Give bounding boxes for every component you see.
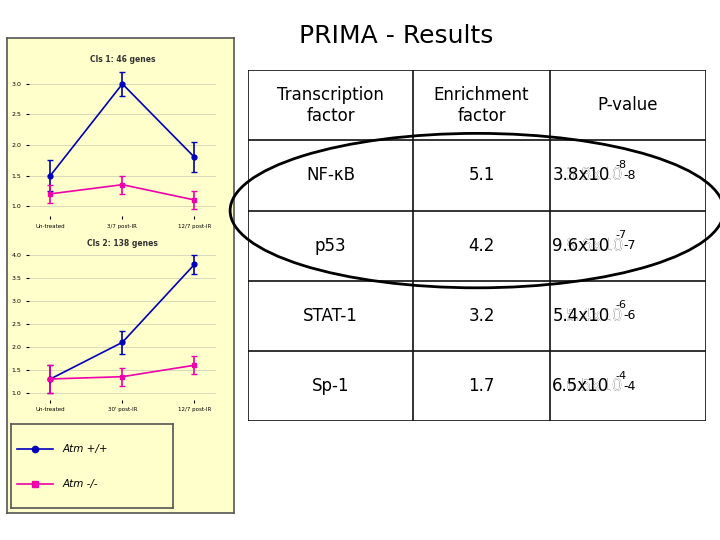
Text: NF-κB: NF-κB: [306, 166, 355, 185]
Text: Transcription
factor: Transcription factor: [277, 86, 384, 125]
Text: 5.4x10: 5.4x10: [566, 307, 624, 325]
Title: Cls 1: 46 genes: Cls 1: 46 genes: [90, 55, 155, 64]
Text: 9.6x10: 9.6x10: [552, 237, 610, 255]
Text: -4: -4: [624, 380, 636, 393]
Text: -6: -6: [615, 300, 626, 310]
Text: -8: -8: [624, 169, 636, 182]
Text: 1.7: 1.7: [469, 377, 495, 395]
Text: 4.2: 4.2: [469, 237, 495, 255]
Text: 5.1: 5.1: [469, 166, 495, 185]
Text: 3.8x10: 3.8x10: [566, 166, 624, 185]
Text: 5.4x10: 5.4x10: [566, 307, 624, 325]
Title: Cls 2: 138 genes: Cls 2: 138 genes: [87, 239, 158, 248]
Text: p53: p53: [315, 237, 346, 255]
Text: -6: -6: [624, 309, 636, 322]
Text: 5.4x10: 5.4x10: [552, 307, 610, 325]
Text: 3.2: 3.2: [468, 307, 495, 325]
Text: P-value: P-value: [598, 96, 658, 114]
Text: -7: -7: [615, 230, 626, 240]
Text: STAT-1: STAT-1: [303, 307, 358, 325]
Text: Atm +/+: Atm +/+: [63, 444, 108, 454]
Text: Enrichment
factor: Enrichment factor: [434, 86, 529, 125]
Text: -8: -8: [615, 160, 626, 170]
Text: -4: -4: [615, 370, 626, 381]
Text: 9.6x10: 9.6x10: [566, 237, 624, 255]
Text: 6.5x10: 6.5x10: [566, 377, 624, 395]
Text: 3.8x10: 3.8x10: [552, 166, 610, 185]
Text: 9.6x10: 9.6x10: [566, 237, 624, 255]
Text: Sp-1: Sp-1: [312, 377, 349, 395]
Text: 3.8x10: 3.8x10: [566, 166, 624, 185]
Text: 6.5x10: 6.5x10: [552, 377, 610, 395]
Text: -7: -7: [624, 239, 636, 252]
Text: 6.5x10: 6.5x10: [566, 377, 624, 395]
Text: PRIMA - Results: PRIMA - Results: [299, 24, 493, 48]
Text: Atm -/-: Atm -/-: [63, 479, 98, 489]
